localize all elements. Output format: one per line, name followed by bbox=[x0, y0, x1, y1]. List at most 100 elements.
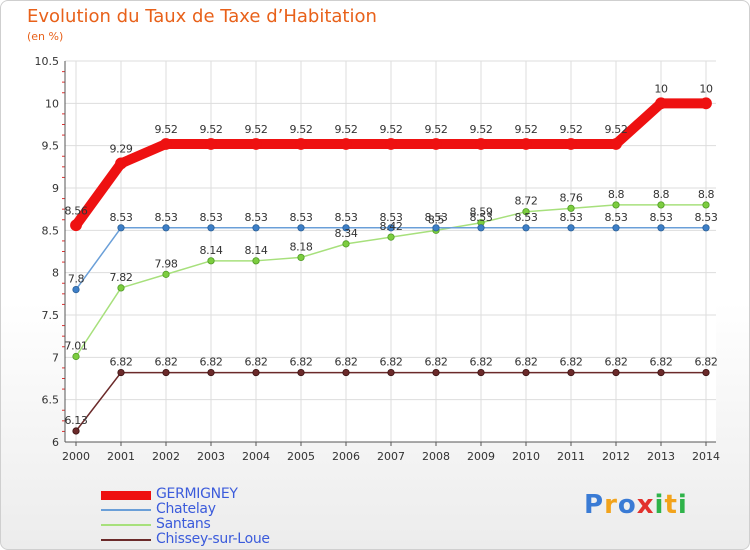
data-point-chatelay bbox=[297, 224, 305, 232]
data-point-germigney bbox=[160, 138, 172, 150]
data-label-chissey-sur-loue: 6.82 bbox=[560, 356, 583, 369]
data-point-santans bbox=[612, 201, 620, 209]
data-label-germigney: 9.29 bbox=[110, 142, 133, 155]
data-label-germigney: 9.52 bbox=[605, 123, 628, 136]
data-point-germigney bbox=[340, 138, 352, 150]
data-label-chatelay: 8.53 bbox=[695, 211, 718, 224]
data-label-germigney: 9.52 bbox=[425, 123, 448, 136]
data-point-chissey-sur-loue bbox=[207, 368, 215, 377]
legend-item-germigney: GERMIGNEY bbox=[101, 486, 321, 503]
chart-title: Evolution du Taux de Taxe d’Habitation bbox=[27, 6, 377, 27]
data-point-chatelay bbox=[117, 224, 125, 232]
y-tick-label: 7.5 bbox=[42, 309, 60, 322]
data-point-chatelay bbox=[252, 224, 260, 232]
data-point-chissey-sur-loue bbox=[567, 368, 575, 377]
data-point-chissey-sur-loue bbox=[432, 368, 440, 377]
data-point-santans bbox=[207, 257, 215, 265]
data-point-germigney bbox=[115, 157, 127, 170]
data-point-chatelay bbox=[522, 224, 530, 232]
data-point-germigney bbox=[385, 138, 397, 150]
y-tick-label: 8 bbox=[52, 267, 59, 280]
data-point-germigney bbox=[700, 97, 712, 110]
data-point-santans bbox=[657, 201, 665, 209]
proxiti-logo: Proxiti bbox=[584, 490, 688, 520]
y-tick-label: 10 bbox=[45, 97, 59, 110]
data-label-chatelay: 8.53 bbox=[200, 211, 223, 224]
data-point-santans bbox=[117, 284, 125, 292]
data-label-chatelay: 8.53 bbox=[110, 211, 133, 224]
x-tick-label: 2008 bbox=[422, 450, 450, 463]
data-label-germigney: 9.52 bbox=[155, 123, 178, 136]
data-point-chatelay bbox=[657, 224, 665, 232]
data-label-chatelay: 8.53 bbox=[560, 211, 583, 224]
x-tick-label: 2009 bbox=[467, 450, 495, 463]
data-label-germigney: 8.56 bbox=[65, 204, 88, 217]
legend-swatch bbox=[101, 539, 151, 541]
y-tick-label: 9.5 bbox=[42, 140, 60, 153]
legend-label: Chissey-sur-Loue bbox=[156, 531, 270, 547]
data-point-germigney bbox=[520, 138, 532, 150]
data-label-chissey-sur-loue: 6.82 bbox=[650, 356, 673, 369]
data-label-chissey-sur-loue: 6.82 bbox=[380, 356, 403, 369]
x-tick-label: 2012 bbox=[602, 450, 630, 463]
x-tick-label: 2000 bbox=[62, 450, 90, 463]
data-label-chissey-sur-loue: 6.82 bbox=[470, 356, 493, 369]
x-tick-label: 2004 bbox=[242, 450, 270, 463]
x-tick-label: 2003 bbox=[197, 450, 225, 463]
y-tick-label: 7 bbox=[52, 351, 59, 364]
y-tick-label: 10.5 bbox=[35, 55, 60, 68]
legend-label: Chatelay bbox=[156, 501, 216, 517]
data-label-santans: 8.8 bbox=[698, 188, 715, 201]
legend-item-chatelay: Chatelay bbox=[101, 501, 321, 518]
data-point-germigney bbox=[430, 138, 442, 150]
y-tick-label: 6 bbox=[52, 436, 59, 449]
data-point-chissey-sur-loue bbox=[72, 427, 80, 435]
data-point-santans bbox=[567, 204, 575, 212]
data-point-germigney bbox=[475, 138, 487, 150]
x-tick-label: 2007 bbox=[377, 450, 405, 463]
data-label-santans: 8.14 bbox=[200, 244, 223, 257]
data-point-chissey-sur-loue bbox=[477, 368, 485, 377]
data-point-santans bbox=[387, 233, 395, 241]
data-label-chatelay: 8.53 bbox=[605, 211, 628, 224]
data-label-chissey-sur-loue: 6.82 bbox=[200, 356, 223, 369]
data-label-santans: 8.5 bbox=[428, 213, 445, 226]
data-point-santans bbox=[342, 240, 350, 248]
x-tick-label: 2014 bbox=[692, 450, 720, 463]
data-label-germigney: 9.52 bbox=[290, 123, 313, 136]
x-tick-label: 2002 bbox=[152, 450, 180, 463]
data-label-germigney: 10 bbox=[699, 82, 713, 95]
data-point-santans bbox=[702, 201, 710, 209]
data-label-germigney: 9.52 bbox=[380, 123, 403, 136]
data-point-chissey-sur-loue bbox=[252, 368, 260, 377]
data-point-germigney bbox=[70, 219, 82, 232]
data-point-chatelay bbox=[612, 224, 620, 232]
data-point-germigney bbox=[295, 138, 307, 150]
data-point-chissey-sur-loue bbox=[612, 368, 620, 377]
legend-swatch bbox=[101, 509, 151, 511]
logo-letter: r bbox=[604, 490, 618, 520]
y-tick-label: 8.5 bbox=[42, 224, 60, 237]
data-point-chissey-sur-loue bbox=[657, 368, 665, 377]
data-label-santans: 8.8 bbox=[608, 188, 625, 201]
data-label-chatelay: 7.8 bbox=[68, 273, 85, 286]
data-point-chatelay bbox=[342, 224, 350, 232]
data-label-chatelay: 8.53 bbox=[380, 211, 403, 224]
data-label-santans: 8.72 bbox=[515, 195, 538, 208]
y-tick-label: 9 bbox=[52, 182, 59, 195]
x-tick-label: 2005 bbox=[287, 450, 315, 463]
data-label-chissey-sur-loue: 6.82 bbox=[245, 356, 268, 369]
data-label-chatelay: 8.53 bbox=[290, 211, 313, 224]
data-label-chissey-sur-loue: 6.13 bbox=[65, 414, 88, 427]
legend-label: Santans bbox=[156, 516, 211, 532]
data-point-germigney bbox=[610, 138, 622, 150]
legend-swatch bbox=[101, 524, 151, 526]
data-point-chatelay bbox=[207, 224, 215, 232]
x-tick-label: 2001 bbox=[107, 450, 135, 463]
data-point-chatelay bbox=[477, 224, 485, 232]
data-label-chatelay: 8.53 bbox=[425, 211, 448, 224]
x-tick-label: 2013 bbox=[647, 450, 675, 463]
data-point-chissey-sur-loue bbox=[387, 368, 395, 377]
